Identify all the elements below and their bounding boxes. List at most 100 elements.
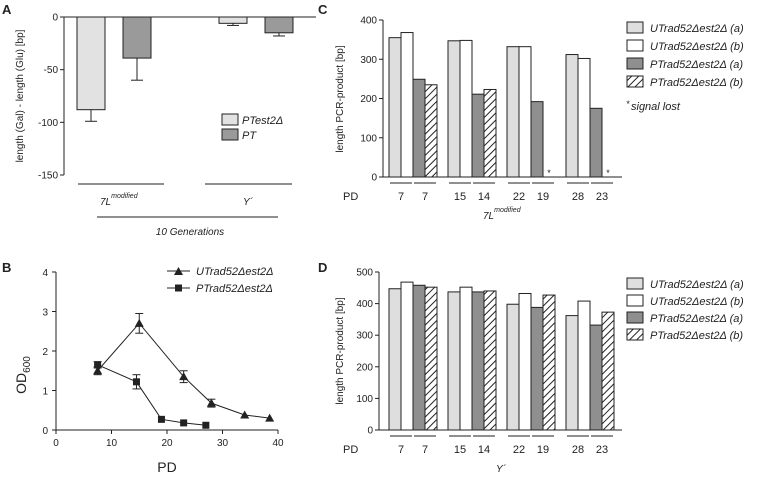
panel-d-bar [530,306,544,431]
panel-d-bar [459,286,473,431]
panel-d-pd-label: 7 [422,444,428,456]
panel-c-pd-label: 19 [537,191,549,203]
panel-d-legend-label: PTrad52Δest2Δ (b) [650,330,743,342]
panel-b-point-square [132,378,140,386]
panel-b-point-triangle [179,372,189,381]
panel-b-point-triangle [206,398,216,407]
panel-c-legend-label: PTrad52Δest2Δ (a) [650,59,743,71]
panel-c-yticks: 0 100 200 300 400 [360,16,383,184]
panel-d-xlabel: Y´ [496,463,507,475]
panel-c-bars: * * [388,32,610,178]
panel-c-signal-lost-star: * [547,168,551,178]
panel-a-label: A [2,2,12,17]
panel-d-bar [518,292,532,431]
panel-c-bar [400,32,414,178]
panel-c-bar [388,37,402,178]
panel-b-label: B [2,260,11,275]
panel-d-bar [471,291,485,431]
panel-a-ytick-label: -100 [38,118,58,129]
panel-b-legend-pt: PTrad52Δest2Δ [196,283,273,295]
panel-a-xlabel: 10 Generations [156,227,224,238]
panel-b-xtick-label: 20 [161,438,173,449]
panel-d-bar [424,286,438,431]
panel-b-point-square [94,361,102,369]
panel-a: A length (Gal) - length (Glu) [bp] 0 -50 -… [2,2,316,238]
panel-a-ytick-label: 0 [52,13,58,24]
panel-c-bar [483,88,497,178]
panel-b-xtick-label: 30 [217,438,229,449]
panel-b-series-line [97,364,206,426]
panel-b-ytick-label: 1 [42,387,48,398]
panel-c-ytick-label: 200 [360,94,377,105]
panel-b-xtick-label: 40 [272,438,284,449]
panel-c-bar [412,78,426,178]
panel-b-point-square [202,421,210,429]
panel-c-pd-label: 14 [478,191,490,203]
panel-d-ytick-label: 300 [356,331,373,342]
panel-c: C length PCR-product [bp] 0100200300400 … [318,2,744,222]
panel-d-legend-swatch [626,328,644,341]
panel-c-bar [589,107,603,178]
panel-c-pd-label: 15 [454,191,466,203]
panel-b-ytick-label: 2 [42,347,48,358]
panel-c-ytick-label: 300 [360,55,377,66]
panel-d-bar [483,290,497,431]
panel-c-pd-label: 22 [513,191,525,203]
panel-b-ytick-label: 0 [42,426,48,437]
panel-d-pd-prefix: PD [343,444,358,456]
panel-c-legend-swatch [626,21,644,34]
panel-d-bar [542,294,556,431]
panel-c-legend-label: PTrad52Δest2Δ (b) [650,77,743,89]
panel-c-bar [518,46,532,178]
panel-c-bar [471,93,485,178]
panel-a-legend-swatch-ptest2 [221,113,239,126]
panel-b-point-square [157,415,165,423]
panel-c-signal-lost-star: * [606,168,610,178]
panel-a-bar [218,16,248,24]
panel-b-ytick-label: 4 [42,268,48,279]
panel-d-pd-label: 28 [572,444,584,456]
panel-d-bar [447,291,461,431]
panel-c-pd-label: 7 [422,191,428,203]
panel-d-bar [400,281,414,431]
panel-a-bar [76,16,106,111]
panel-d: D length PCR-product [bp] 0 100 200 300 400 5… [318,260,744,475]
panel-b-ticks: 0 10 20 30 40 0 1 2 3 4 [42,268,284,449]
panel-c-bar [530,101,544,178]
panel-d-pd-label: 23 [596,444,608,456]
panel-c-note-mark: * [626,99,630,109]
panel-b-point-triangle [93,366,103,375]
panel-b-legend-marker-ut [174,267,183,275]
panel-d-legend-label: PTrad52Δest2Δ (a) [650,313,743,325]
panel-d-pd-labels: 7 7 15 14 22 19 28 23 [390,435,613,456]
panel-d-ytick-label: 100 [356,394,373,405]
panel-d-ytick-label: 0 [367,426,373,437]
panel-b-legend-ut: UTrad52Δest2Δ [196,266,274,278]
panel-c-note: signal lost [631,101,681,113]
panel-c-pd-label: 28 [572,191,584,203]
panel-b-point-square [180,419,188,427]
panel-a-ylabel: length (Gal) - length (Glu) [bp] [15,29,26,162]
panel-c-legend-label: UTrad52Δest2Δ (a) [650,23,744,35]
panel-d-bar [506,303,520,431]
panel-a-ytick-label: -50 [44,65,59,76]
panel-d-yticks: 0 100 200 300 400 500 [356,268,379,437]
panel-d-ytick-label: 200 [356,362,373,373]
panel-c-legend-swatch [626,75,644,88]
panel-a-legend-pt: PT [242,130,257,142]
panel-b-series [93,312,275,429]
panel-c-legend: UTrad52Δest2Δ (a) UTrad52Δest2Δ (b) PTrad5… [626,21,744,89]
panel-c-label: C [318,2,328,17]
panel-b-legend-marker-pt [175,284,182,292]
panel-d-ytick-label: 400 [356,299,373,310]
panel-a-bars [76,16,294,122]
panel-c-legend-swatch [626,39,644,52]
panel-d-bar [412,284,426,431]
panel-a-group-y: Y´ [243,196,254,208]
panel-d-bar [601,311,615,431]
panel-c-bar [459,39,473,178]
panel-c-bar [447,40,461,178]
panel-a-legend-ptest2: PTest2Δ [242,115,283,127]
